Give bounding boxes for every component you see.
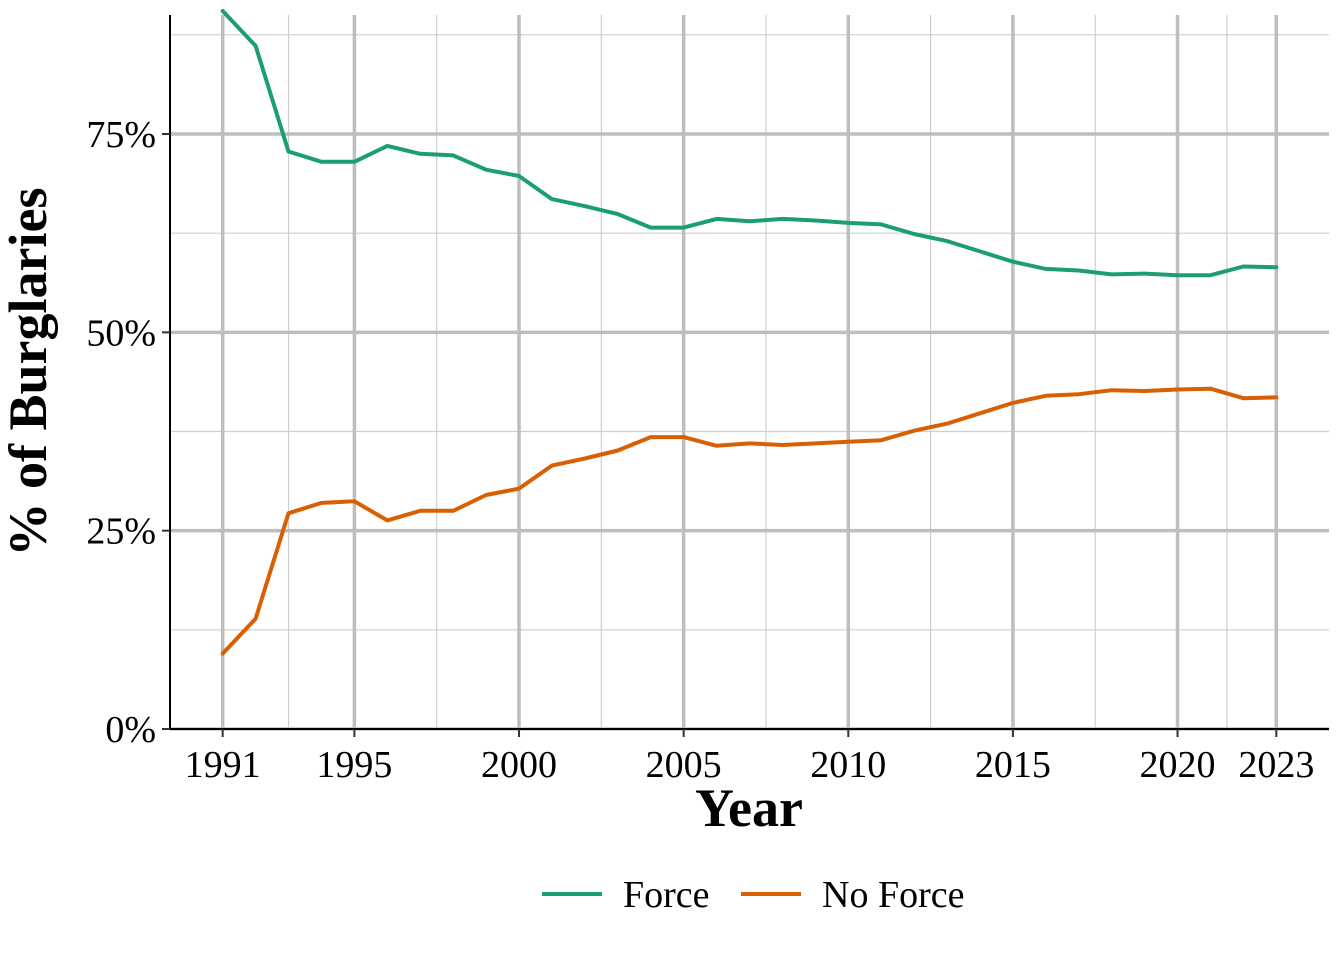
series-lines (220, 9, 1279, 656)
x-tick-label: 2000 (481, 744, 557, 786)
x-tick-label: 1995 (316, 744, 392, 786)
y-axis-title: % of Burglaries (0, 188, 58, 557)
x-tick-label: 2023 (1238, 744, 1314, 786)
y-tick-label: 50% (86, 312, 156, 354)
legend-label-force: Force (623, 874, 710, 916)
x-tick-label: 1991 (185, 744, 261, 786)
x-tick-label: 2005 (646, 744, 722, 786)
series-line-no-force (220, 386, 1279, 656)
legend-label-no-force: No Force (822, 874, 964, 916)
x-axis-ticks: 1991 1995 2000 2005 2010 2015 2020 2023 (185, 729, 1314, 786)
legend: Force No Force (542, 874, 964, 916)
series-line-force (220, 9, 1279, 278)
major-gridlines (170, 15, 1329, 731)
y-tick-label: 25% (86, 511, 156, 553)
y-tick-label: 0% (105, 709, 156, 751)
minor-gridlines (170, 15, 1329, 729)
x-axis-title: Year (695, 778, 803, 838)
x-tick-label: 2010 (810, 744, 886, 786)
x-tick-label: 2015 (975, 744, 1051, 786)
y-tick-label: 75% (86, 114, 156, 156)
y-axis-ticks: 0% 25% 50% 75% (86, 114, 170, 751)
x-tick-label: 2020 (1140, 744, 1216, 786)
